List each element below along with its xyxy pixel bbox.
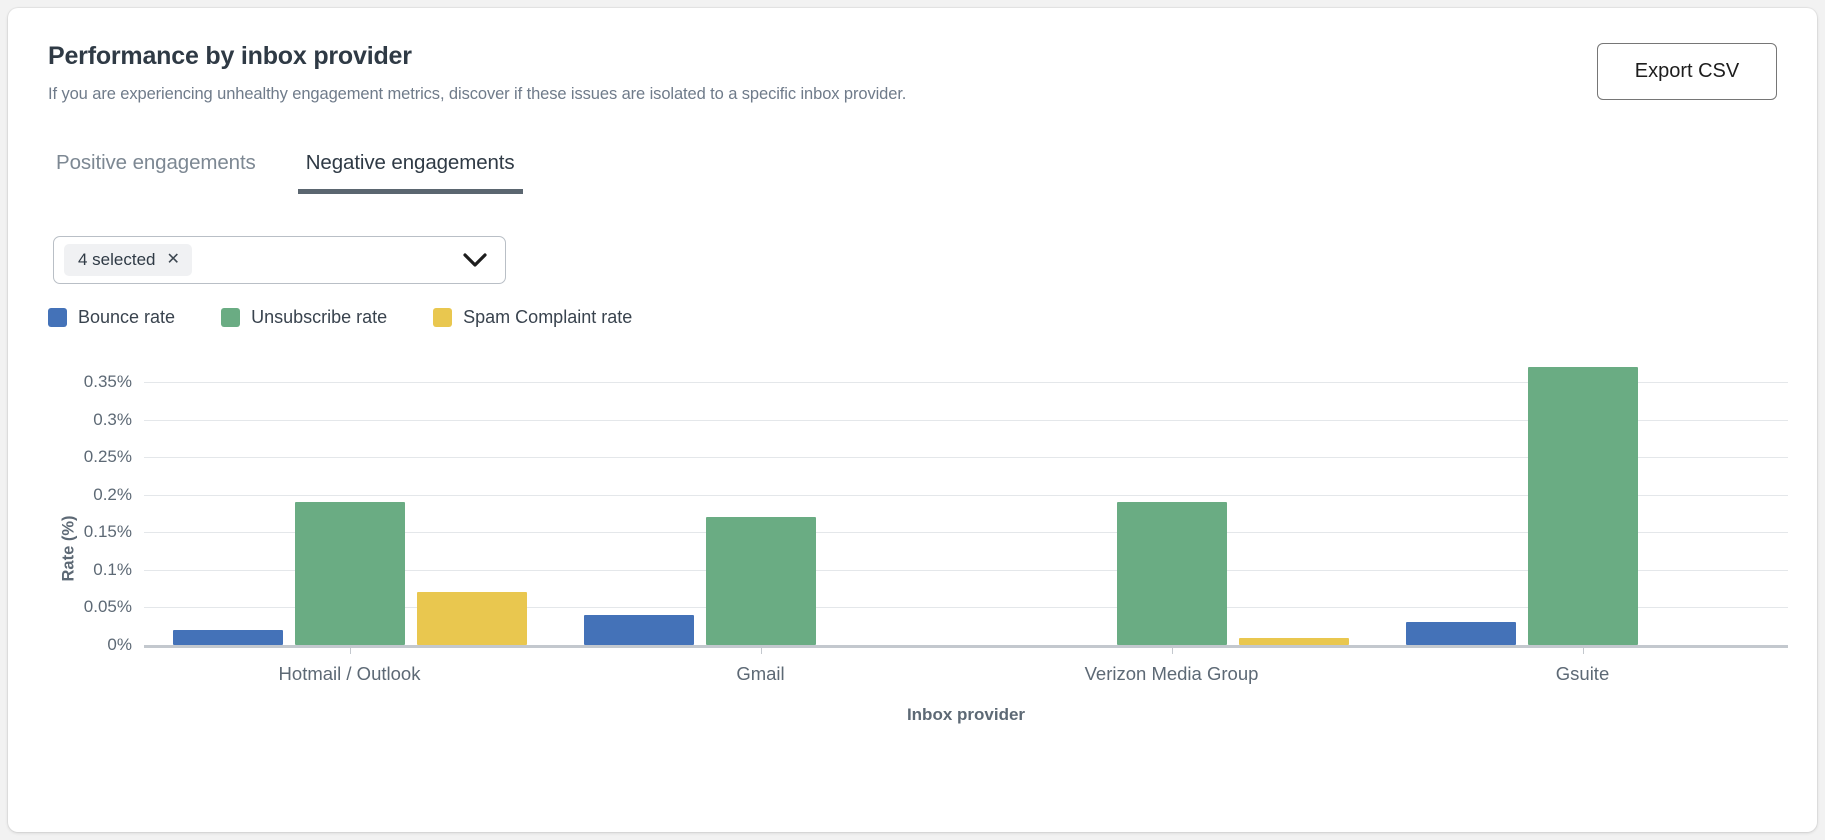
bar[interactable] [172,629,283,645]
gridline [144,607,1788,609]
gridline [144,494,1788,496]
y-axis-title: Rate (%) [59,514,78,582]
y-tick-label: 0.25% [83,447,132,467]
legend-item[interactable]: Spam Complaint rate [433,307,632,328]
card-header: Performance by inbox provider If you are… [8,8,1817,104]
bar[interactable] [705,517,816,645]
negative-engagement-bar-chart: Rate (%) 0% 0.05% 0.1% 0.15% 0.2% 0.25% 0.3% 0.… [48,353,1788,803]
y-tick-label: 0.1% [93,559,132,579]
y-tick-label: 0.3% [93,409,132,429]
legend-swatch-icon [433,308,453,327]
chevron-down-icon[interactable] [463,252,487,268]
bar[interactable] [1527,367,1638,645]
legend-label: Spam Complaint rate [463,307,633,327]
x-axis-title: Inbox provider [906,705,1026,724]
close-icon[interactable]: ✕ [166,251,180,268]
x-tick-label: Verizon Media Group [1084,663,1259,684]
y-tick-label: 0.35% [83,372,132,392]
x-axis-tick [349,645,351,654]
engagement-tabs: Positive engagements Negative engagements [48,151,523,194]
gridline [144,382,1788,384]
gridline [144,457,1788,459]
gridline [144,532,1788,534]
bar[interactable] [583,614,694,645]
y-tick-label: 0% [107,635,132,654]
performance-card: Performance by inbox provider If you are… [8,8,1817,832]
x-tick-label: Gsuite [1555,663,1610,684]
tab-negative-engagements[interactable]: Negative engagements [297,151,523,194]
chart-legend: Bounce rate Unsubscribe rate Spam Complain… [48,307,632,328]
legend-item[interactable]: Unsubscribe rate [221,307,387,328]
legend-label: Bounce rate [78,307,176,327]
legend-label: Unsubscribe rate [251,307,388,327]
legend-swatch-icon [48,308,67,327]
page-title: Performance by inbox provider [48,42,412,70]
selected-count-label: 4 selected [78,250,156,269]
gridline [144,419,1788,421]
legend-swatch-icon [221,308,241,327]
page-subtitle: If you are experiencing unhealthy engage… [48,85,907,103]
bar[interactable] [1238,637,1349,645]
bar[interactable] [294,502,405,645]
plot-area: 0% 0.05% 0.1% 0.15% 0.2% 0.25% 0.3% 0.35% Hotmai… [84,353,1788,684]
bar[interactable] [1405,622,1516,645]
legend-item[interactable]: Bounce rate [48,307,175,328]
x-tick-label: Gmail [736,663,785,684]
y-tick-label: 0.2% [93,484,132,504]
gridline [144,569,1788,571]
y-tick-label: 0.05% [83,597,132,617]
x-axis-tick [760,645,762,654]
bar[interactable] [416,592,527,645]
tab-positive-engagements[interactable]: Positive engagements [56,151,256,174]
bar[interactable] [1116,502,1227,645]
x-tick-label: Hotmail / Outlook [278,663,421,684]
selected-count-chip[interactable]: 4 selected ✕ [64,244,192,276]
export-csv-button[interactable]: Export CSV [1597,43,1777,100]
x-axis-line [144,645,1788,648]
x-axis-tick [1171,645,1173,654]
provider-multiselect[interactable]: 4 selected ✕ [53,236,506,284]
x-axis-tick [1582,645,1584,654]
y-tick-label: 0.15% [83,522,132,542]
